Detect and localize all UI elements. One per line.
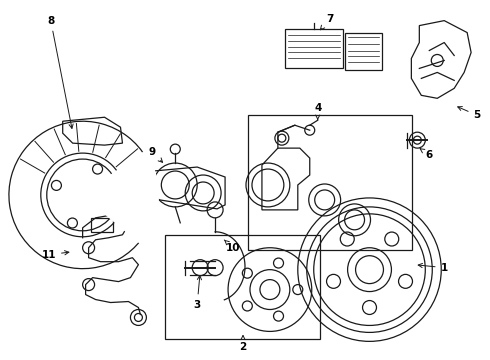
Bar bbox=[248, 115, 413, 250]
Bar bbox=[344, 32, 383, 71]
Text: 8: 8 bbox=[47, 15, 73, 129]
Text: 6: 6 bbox=[420, 149, 433, 160]
Text: 11: 11 bbox=[42, 250, 69, 260]
Text: 3: 3 bbox=[194, 275, 201, 310]
Text: 4: 4 bbox=[314, 103, 321, 119]
Text: 7: 7 bbox=[320, 14, 333, 30]
Text: 2: 2 bbox=[240, 336, 246, 352]
Text: 5: 5 bbox=[458, 107, 481, 120]
Text: 9: 9 bbox=[149, 147, 163, 162]
Wedge shape bbox=[83, 152, 158, 244]
Bar bbox=[285, 28, 343, 68]
Bar bbox=[91, 218, 113, 232]
Text: 10: 10 bbox=[224, 240, 240, 253]
Text: 1: 1 bbox=[418, 263, 448, 273]
Bar bbox=[165, 235, 319, 339]
